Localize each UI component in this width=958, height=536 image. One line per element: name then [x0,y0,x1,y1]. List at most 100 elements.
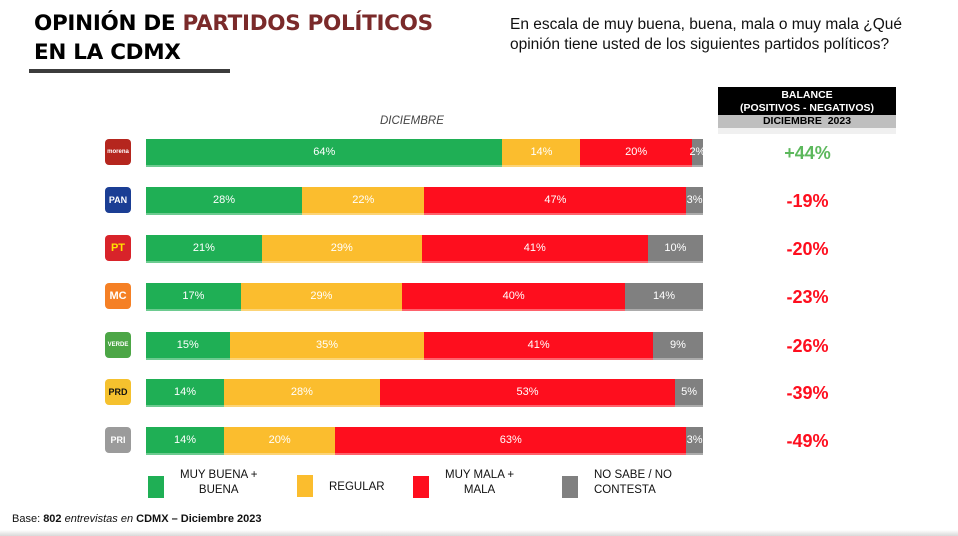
legend-label: MUY BUENA + BUENA [180,469,258,496]
segment-regular: 22% [301,187,425,215]
segment-muy-buena-buena: 14% [146,427,224,455]
data-label: 5% [681,386,697,398]
survey-question: En escala de muy buena, buena, mala o mu… [510,16,903,53]
base-prefix: Base: [12,513,44,525]
bar-prd: 14% 28% 53% 5% [146,379,703,407]
page-title: OPINIÓN DE PARTIDOS POLÍTICOS EN LA CDMX [34,9,433,67]
bar-pri: 14% 20% 63% 3% [146,427,703,455]
bar-morena: 64% 14% 20% 2% [146,139,706,167]
balance-value: -19% [786,191,829,211]
pt-logo-icon: PT [105,235,131,261]
data-label: 47% [544,194,567,206]
pri-logo-icon: PRI [105,427,131,453]
mc-logo-icon: MC [105,283,131,309]
legend-swatch [297,475,313,497]
pan-logo-icon: PAN [105,187,131,213]
legend-swatch [562,475,578,498]
data-label: 17% [182,290,205,302]
chart-row-prd: PRD 14% 28% 53% 5% -39% [0,379,958,407]
balance-header: BALANCE (POSITIVOS - NEGATIVOS) DICIEMBR… [718,87,896,134]
data-label: 22% [352,194,375,206]
segment-muy-mala-mala: 40% [402,283,625,311]
data-label: 14% [530,146,553,158]
data-label: 2% [689,146,706,158]
bar-verde: 15% 35% 41% 9% [146,332,703,360]
bar-pan: 28% 22% 47% 3% [146,187,703,215]
title-part1: OPINIÓN DE [34,11,183,36]
legend-item-regular: REGULAR [297,468,385,497]
segment-regular: 29% [261,235,422,263]
bar-mc: 17% 29% 40% 14% [146,283,703,311]
segment-no-sabe: 3% [686,427,703,455]
data-label: 41% [523,242,546,254]
data-label: 40% [502,290,525,302]
segment-muy-mala-mala: 63% [335,427,687,455]
balance-value: -26% [786,336,829,356]
segment-regular: 14% [502,139,581,167]
chart-row-morena: morena 64% 14% 20% 2% +44% [0,139,958,167]
chart-row-mc: MC 17% 29% 40% 14% -23% [0,283,958,311]
base-mid: entrevistas en [61,513,137,525]
segment-no-sabe: 2% [689,139,706,167]
data-label: 9% [669,339,686,351]
verde-logo-icon: VERDE [105,332,131,358]
balance-value: +44% [784,143,831,163]
segment-no-sabe: 9% [652,332,703,360]
segment-no-sabe: 10% [647,235,703,263]
balance-value: -23% [786,287,829,307]
segment-muy-mala-mala: 41% [424,332,653,360]
segment-muy-buena-buena: 15% [146,332,230,360]
chart-row-pri: PRI 14% 20% 63% 3% -49% [0,427,958,455]
legend-item-muy-buena-buena: MUY BUENA + BUENA [148,468,257,498]
segment-muy-mala-mala: 53% [379,379,676,407]
chart-row-pan: PAN 28% 22% 47% 3% -19% [0,187,958,215]
legend-label: NO SABE / NO CONTESTA [594,469,672,496]
chart-row-pt: PT 21% 29% 41% 10% -20% [0,235,958,263]
segment-muy-buena-buena: 14% [146,379,224,407]
data-label: 63% [499,434,522,446]
legend-swatch [148,475,164,498]
data-label: 28% [212,194,235,206]
segment-muy-buena-buena: 17% [146,283,241,311]
segment-no-sabe: 14% [625,283,703,311]
data-label: 53% [516,386,539,398]
balance-header-line1: BALANCE [781,89,833,101]
data-label: 28% [290,386,313,398]
legend-label: MUY MALA + MALA [445,469,515,496]
title-line2: EN LA CDMX [34,40,181,65]
data-label: 10% [664,242,687,254]
title-accent: PARTIDOS POLÍTICOS [182,11,434,36]
segment-regular: 28% [223,379,380,407]
legend-label: REGULAR [329,480,385,493]
data-label: 14% [652,290,675,302]
segment-muy-mala-mala: 41% [421,235,648,263]
segment-muy-buena-buena: 64% [146,139,503,167]
data-label: 29% [330,242,353,254]
data-label: 35% [316,339,339,351]
segment-muy-mala-mala: 47% [424,187,687,215]
legend-item-muy-mala-mala: MUY MALA + MALA [413,468,514,498]
segment-muy-buena-buena: 28% [146,187,302,215]
data-label: 20% [268,434,291,446]
balance-header-spacer [718,128,896,134]
balance-header-period: DICIEMBRE 2023 [718,115,896,128]
balance-value: -39% [786,383,829,403]
segment-muy-mala-mala: 20% [580,139,692,167]
data-label: 14% [173,386,196,398]
chart-row-verde: VERDE 15% 35% 41% 9% -26% [0,332,958,360]
balance-header-line2: (POSITIVOS - NEGATIVOS) [740,101,874,114]
data-label: 3% [686,434,703,446]
morena-logo-icon: morena [105,139,131,165]
balance-header-title: BALANCE (POSITIVOS - NEGATIVOS) [718,87,896,115]
segment-no-sabe: 5% [675,379,703,407]
data-label: 20% [625,146,648,158]
segment-no-sabe: 3% [686,187,703,215]
segment-regular: 35% [229,332,425,360]
legend-item-no-sabe: NO SABE / NO CONTESTA [562,468,672,498]
balance-value: -49% [786,431,829,451]
base-count: 802 [43,513,62,525]
legend-swatch [413,475,429,498]
segment-regular: 20% [223,427,336,455]
data-label: 41% [527,339,550,351]
segment-muy-buena-buena: 21% [146,235,262,263]
